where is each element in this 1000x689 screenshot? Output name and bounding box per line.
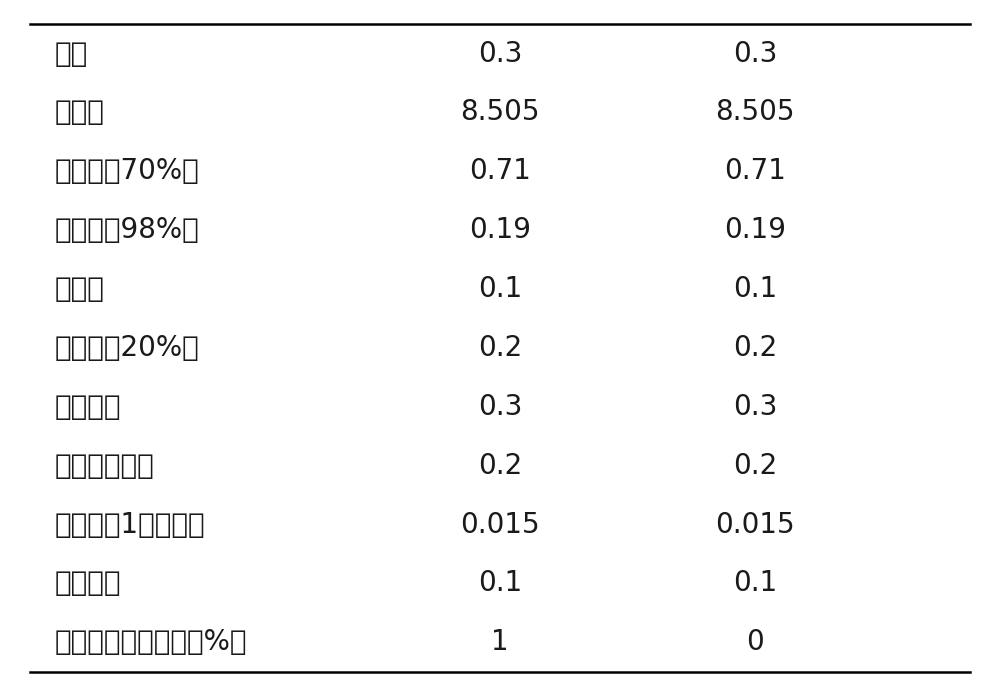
Text: 食盐: 食盐 bbox=[55, 39, 88, 68]
Text: 8.505: 8.505 bbox=[460, 99, 540, 127]
Text: 0.3: 0.3 bbox=[733, 39, 777, 68]
Text: 0.3: 0.3 bbox=[478, 393, 522, 421]
Text: 8.505: 8.505 bbox=[715, 99, 795, 127]
Text: 0: 0 bbox=[746, 628, 764, 657]
Text: 0.015: 0.015 bbox=[715, 511, 795, 539]
Text: 0.2: 0.2 bbox=[733, 334, 777, 362]
Text: 0.1: 0.1 bbox=[478, 569, 522, 597]
Text: 1: 1 bbox=[491, 628, 509, 657]
Text: 赖氨酸（70%）: 赖氨酸（70%） bbox=[55, 157, 200, 185]
Text: 0.19: 0.19 bbox=[469, 216, 531, 244]
Text: 蛋氨酸（98%）: 蛋氨酸（98%） bbox=[55, 216, 200, 244]
Text: 0.3: 0.3 bbox=[733, 393, 777, 421]
Text: 0.015: 0.015 bbox=[460, 511, 540, 539]
Text: 复合微量元素: 复合微量元素 bbox=[55, 452, 155, 480]
Text: 0.3: 0.3 bbox=[478, 39, 522, 68]
Text: 植酸酶（1万单位）: 植酸酶（1万单位） bbox=[55, 511, 206, 539]
Text: 苏氨酸: 苏氨酸 bbox=[55, 275, 105, 303]
Text: 氯化胆碱: 氯化胆碱 bbox=[55, 569, 122, 597]
Text: 0.2: 0.2 bbox=[478, 452, 522, 480]
Text: 0.1: 0.1 bbox=[733, 569, 777, 597]
Text: 0.71: 0.71 bbox=[469, 157, 531, 185]
Text: 0.71: 0.71 bbox=[724, 157, 786, 185]
Text: 0.2: 0.2 bbox=[733, 452, 777, 480]
Text: 0.1: 0.1 bbox=[478, 275, 522, 303]
Text: 0.1: 0.1 bbox=[733, 275, 777, 303]
Text: 复合多维: 复合多维 bbox=[55, 393, 122, 421]
Text: 0.19: 0.19 bbox=[724, 216, 786, 244]
Text: 0.2: 0.2 bbox=[478, 334, 522, 362]
Text: 色氨酸（20%）: 色氨酸（20%） bbox=[55, 334, 200, 362]
Text: 细石粉: 细石粉 bbox=[55, 99, 105, 127]
Text: 本发明饣料添加剂（%）: 本发明饣料添加剂（%） bbox=[55, 628, 248, 657]
